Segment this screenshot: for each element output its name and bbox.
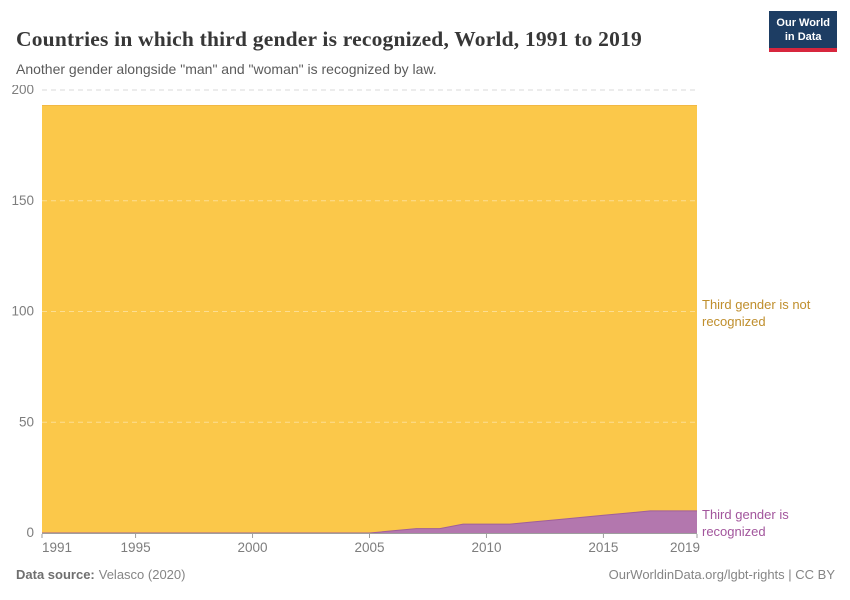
owid-logo-line1: Our World xyxy=(776,17,830,29)
owid-logo[interactable]: Our World in Data xyxy=(769,11,837,52)
y-tick-label-50: 50 xyxy=(19,414,34,429)
x-tick-label-1995: 1995 xyxy=(121,540,151,555)
y-tick-label-150: 150 xyxy=(11,193,34,208)
chart-footer: Data source: Velasco (2020) OurWorldinDat… xyxy=(16,564,835,584)
x-tick-label-2000: 2000 xyxy=(238,540,268,555)
y-tick-label-200: 200 xyxy=(11,85,34,97)
area-third-gender-not-recognized[interactable] xyxy=(42,105,697,534)
y-tick-label-100: 100 xyxy=(11,304,34,319)
series-label-not-recognized: Third gender is not recognized xyxy=(702,297,811,329)
chart-subtitle: Another gender alongside "man" and "woma… xyxy=(16,61,437,77)
series-label-recognized: Third gender is recognized xyxy=(702,507,789,539)
owid-logo-line2: in Data xyxy=(784,31,822,43)
x-tick-label-2019: 2019 xyxy=(670,540,700,555)
data-source-note: Data source: Velasco (2020) xyxy=(16,567,185,582)
area-third-gender-recognized[interactable] xyxy=(42,510,697,533)
x-tick-label-1991: 1991 xyxy=(42,540,72,555)
x-tick-label-2015: 2015 xyxy=(588,540,618,555)
owid-url-license[interactable]: OurWorldinData.org/lgbt-rights | CC BY xyxy=(608,566,835,582)
page-title: Countries in which third gender is recog… xyxy=(16,27,642,52)
y-tick-label-0: 0 xyxy=(26,525,34,540)
x-tick-label-2010: 2010 xyxy=(471,540,501,555)
stacked-area-chart: 1991 1995 2000 2005 2010 2015 2019 0 50 100 150 200 xyxy=(11,85,700,555)
data-source-label: Data source: xyxy=(16,566,95,582)
data-source-value: Velasco (2020) xyxy=(98,566,186,582)
x-tick-label-2005: 2005 xyxy=(354,540,384,555)
